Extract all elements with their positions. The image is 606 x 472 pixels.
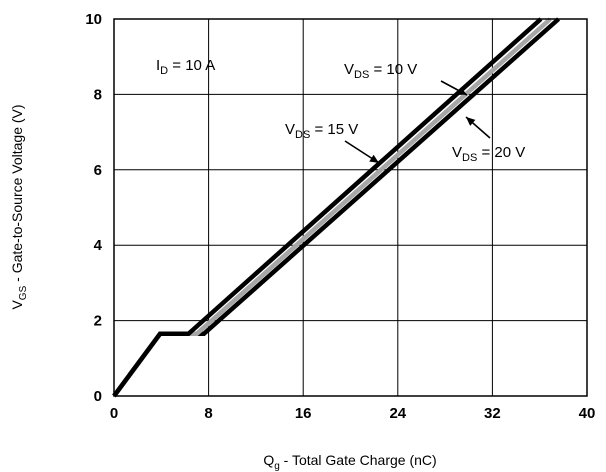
series-lines xyxy=(112,17,561,398)
y-tick-label: 6 xyxy=(94,162,102,179)
x-tick-label: 8 xyxy=(204,405,212,422)
y-tick-label: 2 xyxy=(94,313,102,330)
y-tick-label: 4 xyxy=(94,237,103,254)
arrow-vds-20 xyxy=(465,116,491,139)
x-tick-label: 24 xyxy=(389,405,406,422)
annotation-vds-15: VDS = 15 V xyxy=(285,121,358,141)
y-tick-label: 10 xyxy=(85,11,102,28)
annotation-vds-20: VDS = 20 V xyxy=(452,144,525,164)
plot-frame xyxy=(113,18,588,397)
y-tick-label: 8 xyxy=(94,86,102,103)
series-vds-10 xyxy=(112,17,543,398)
arrow-vds-15 xyxy=(344,140,380,164)
x-tick-label: 40 xyxy=(579,405,596,422)
x-tick-label: 16 xyxy=(295,405,312,422)
grid xyxy=(114,19,587,396)
x-tick-label: 32 xyxy=(484,405,501,422)
x-axis-title: Qg - Total Gate Charge (nC) xyxy=(263,452,436,472)
annotation-vds-10: VDS = 10 V xyxy=(344,61,417,81)
arrow-vds-10 xyxy=(440,80,468,96)
x-tick-label: 0 xyxy=(110,405,118,422)
annotation-arrows xyxy=(344,80,491,164)
y-tick-label: 0 xyxy=(94,388,102,405)
y-axis-title: VGS - Gate-to-Source Voltage (V) xyxy=(9,104,29,309)
annotation-drain-current: ID = 10 A xyxy=(156,57,215,77)
